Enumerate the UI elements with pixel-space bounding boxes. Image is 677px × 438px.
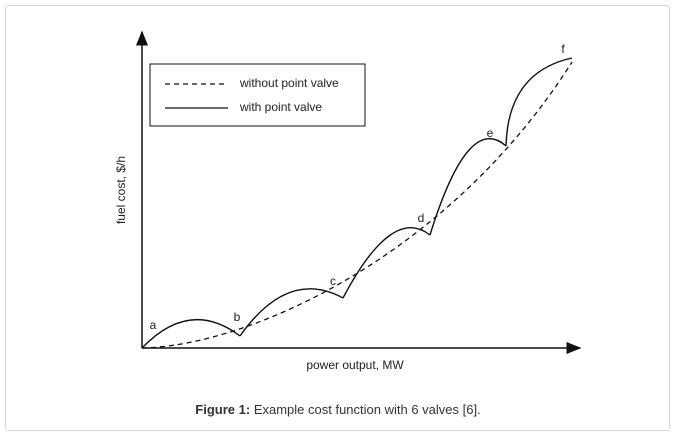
legend-entry: with point valve <box>239 100 322 114</box>
caption: Figure 1: Example cost function with 6 v… <box>195 402 480 417</box>
caption-text: Example cost function with 6 valves [6]. <box>254 402 481 417</box>
dashed-curve <box>141 61 573 349</box>
point-label: d <box>418 211 425 225</box>
x-axis-label: power output, MW <box>306 358 404 372</box>
y-axis-label: fuel cost, $/h <box>114 156 128 224</box>
valve-curve <box>141 57 573 349</box>
point-label: b <box>234 310 241 324</box>
caption-label: Figure 1: <box>195 402 250 417</box>
point-label: c <box>330 274 336 288</box>
point-label: e <box>487 126 494 140</box>
point-label: a <box>150 318 157 332</box>
legend-box <box>149 63 366 127</box>
point-label: f <box>561 42 565 56</box>
legend-entry: without point valve <box>239 76 339 90</box>
